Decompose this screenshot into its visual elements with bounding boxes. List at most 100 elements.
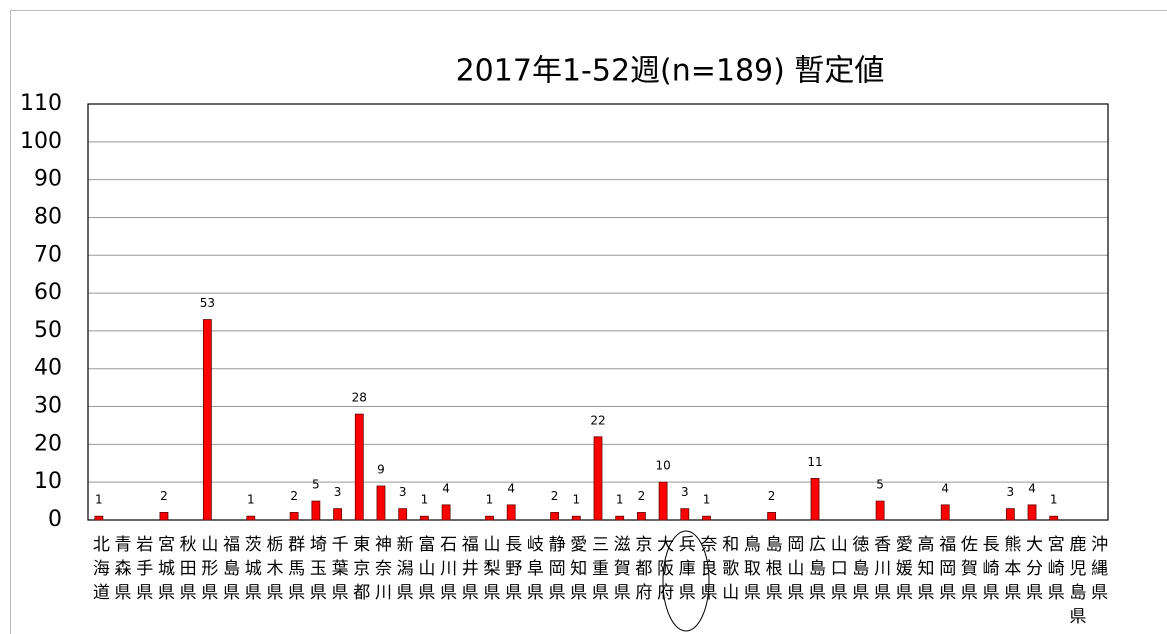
y-tick-label: 0: [48, 507, 62, 532]
x-tick-label: 沖縄県: [1087, 535, 1108, 607]
x-tick-label: 山梨県: [479, 535, 500, 607]
bar: [637, 512, 646, 521]
data-label: 1: [616, 493, 624, 507]
bar: [311, 500, 321, 521]
x-tick-label: 栃木県: [262, 535, 283, 607]
x-tick-label: 千葉県: [328, 535, 349, 607]
y-tick-label: 80: [34, 204, 62, 229]
x-tick-label: 熊本県: [1000, 535, 1021, 607]
x-tick-label: 長崎県: [979, 535, 1000, 607]
x-tick-label: 茨城県: [241, 535, 262, 607]
x-tick-label: 宮崎県: [1044, 535, 1065, 607]
x-tick-label: 静岡県: [545, 535, 566, 607]
x-tick-label: 香川県: [870, 535, 891, 607]
bar: [615, 515, 625, 521]
data-label: 2: [768, 489, 776, 503]
x-tick-label: 徳島県: [848, 535, 869, 607]
data-label: 1: [572, 493, 580, 507]
x-tick-label: 京都府: [631, 535, 652, 607]
x-tick-label: 神奈川: [371, 535, 392, 607]
data-label: 3: [399, 485, 407, 499]
data-label: 2: [638, 489, 646, 503]
y-tick-label: 90: [34, 167, 62, 192]
x-tick-label: 宮城県: [154, 535, 175, 607]
data-label: 28: [352, 391, 367, 405]
highlight-circle: [662, 530, 710, 632]
data-label: 4: [507, 481, 515, 495]
data-label: 2: [290, 489, 298, 503]
x-tick-label: 長野県: [501, 535, 522, 607]
data-label: 5: [876, 478, 884, 492]
x-tick-label: 埼玉県: [306, 535, 327, 607]
data-label: 11: [807, 455, 822, 469]
x-tick-label: 佐賀県: [957, 535, 978, 607]
x-tick-label: 滋賀県: [610, 535, 631, 607]
x-tick-label: 群馬県: [284, 535, 305, 607]
data-label: 1: [486, 493, 494, 507]
x-tick-label: 奈良県: [697, 535, 718, 607]
data-label: 3: [334, 485, 342, 499]
data-label: 10: [655, 459, 670, 473]
bar: [419, 515, 429, 521]
data-label: 3: [681, 485, 689, 499]
x-tick-label: 岐阜県: [523, 535, 544, 607]
bar: [376, 485, 386, 521]
y-tick-label: 40: [34, 356, 62, 381]
data-label: 2: [160, 489, 168, 503]
data-label: 22: [590, 413, 605, 427]
x-tick-label: 高知県: [914, 535, 935, 607]
bar: [702, 515, 711, 521]
bar: [550, 512, 559, 521]
x-tick-label: 岩手県: [132, 535, 153, 607]
bar: [1005, 508, 1015, 521]
y-tick-label: 70: [34, 242, 62, 267]
bar: [289, 512, 299, 521]
bar: [485, 515, 494, 521]
bar: [94, 515, 104, 521]
bar: [1027, 504, 1037, 521]
bar: [593, 436, 603, 521]
data-label: 2: [551, 489, 559, 503]
y-tick-label: 30: [34, 394, 62, 419]
x-tick-label: 兵庫県: [675, 535, 696, 607]
bar: [506, 504, 516, 521]
x-tick-label: 東京都: [349, 535, 370, 607]
x-tick-label: 青森県: [111, 535, 132, 607]
y-tick-label: 20: [34, 431, 62, 456]
data-label: 4: [1028, 481, 1036, 495]
bar: [940, 504, 950, 521]
data-label: 5: [312, 478, 320, 492]
y-tick-label: 110: [20, 91, 62, 116]
y-tick-label: 10: [34, 469, 62, 494]
data-label: 9: [377, 462, 385, 476]
x-tick-label: 鳥取県: [740, 535, 761, 607]
x-tick-label: 鹿児島県: [1065, 535, 1086, 631]
data-label: 3: [1007, 485, 1015, 499]
x-tick-label: 愛知県: [566, 535, 587, 607]
x-tick-label: 大阪府: [653, 535, 674, 607]
bar: [658, 481, 668, 521]
bar: [354, 413, 364, 521]
data-label: 1: [95, 493, 103, 507]
x-tick-label: 山口県: [827, 535, 848, 607]
bar: [333, 508, 342, 521]
y-tick-label: 60: [34, 280, 62, 305]
data-label: 1: [421, 493, 429, 507]
data-label: 1: [703, 493, 711, 507]
x-tick-label: 福島県: [219, 535, 240, 607]
bar: [1049, 515, 1059, 521]
x-tick-label: 石川県: [436, 535, 457, 607]
x-tick-label: 広島県: [805, 535, 826, 607]
y-tick-label: 50: [34, 318, 62, 343]
x-tick-label: 和歌山: [718, 535, 739, 607]
x-tick-label: 新潟県: [393, 535, 414, 607]
x-tick-label: 富山県: [414, 535, 435, 607]
x-tick-label: 山形県: [197, 535, 218, 607]
x-tick-label: 三重県: [588, 535, 609, 607]
bar: [202, 319, 212, 521]
data-label: 4: [941, 481, 949, 495]
data-label: 4: [442, 481, 450, 495]
x-tick-label: 岡山県: [783, 535, 804, 607]
bar: [246, 515, 256, 521]
